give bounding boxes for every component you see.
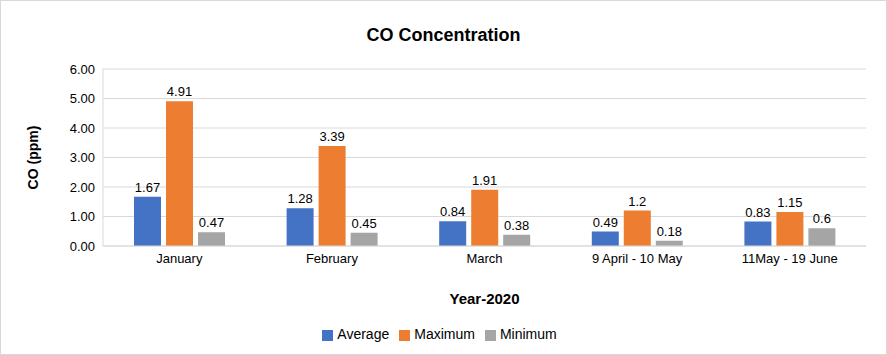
svg-text:3.39: 3.39 xyxy=(319,129,344,144)
svg-text:0.6: 0.6 xyxy=(813,211,831,226)
html-text:Minimum: Minimum xyxy=(499,326,557,342)
svg-text:2.00: 2.00 xyxy=(70,180,95,195)
html-text:CO Concentration: CO Concentration xyxy=(366,25,521,45)
svg-text:5.00: 5.00 xyxy=(70,91,95,106)
svg-text:0.49: 0.49 xyxy=(593,215,618,230)
svg-text:0.84: 0.84 xyxy=(440,204,465,219)
svg-text:1.2: 1.2 xyxy=(628,194,646,209)
svg-text:0.83: 0.83 xyxy=(745,205,770,220)
svg-text:0.00: 0.00 xyxy=(70,239,95,254)
svg-text:1.00: 1.00 xyxy=(70,209,95,224)
svg-text:11May - 19 June: 11May - 19 June xyxy=(742,251,838,266)
svg-text:0.45: 0.45 xyxy=(351,216,376,231)
svg-text:0.18: 0.18 xyxy=(657,224,682,239)
svg-text:4.00: 4.00 xyxy=(70,121,95,136)
svg-text:1.28: 1.28 xyxy=(287,191,312,206)
svg-text:0.47: 0.47 xyxy=(199,215,224,230)
svg-text:Year-2020: Year-2020 xyxy=(449,290,519,307)
svg-text:4.91: 4.91 xyxy=(167,84,192,99)
html-text:Average: Average xyxy=(337,326,390,342)
svg-text:6.00: 6.00 xyxy=(70,62,95,77)
svg-text:March: March xyxy=(466,251,502,266)
svg-text:1.91: 1.91 xyxy=(472,173,497,188)
svg-text:January: January xyxy=(156,251,203,266)
svg-text:1.67: 1.67 xyxy=(135,180,160,195)
svg-text:0.38: 0.38 xyxy=(504,218,529,233)
svg-text:1.15: 1.15 xyxy=(777,195,802,210)
svg-text:9 April - 10 May: 9 April - 10 May xyxy=(592,251,683,266)
svg-text:February: February xyxy=(306,251,359,266)
svg-text:CO (ppm): CO (ppm) xyxy=(25,126,41,190)
html-text:Maximum: Maximum xyxy=(414,326,475,342)
svg-text:3.00: 3.00 xyxy=(70,150,95,165)
